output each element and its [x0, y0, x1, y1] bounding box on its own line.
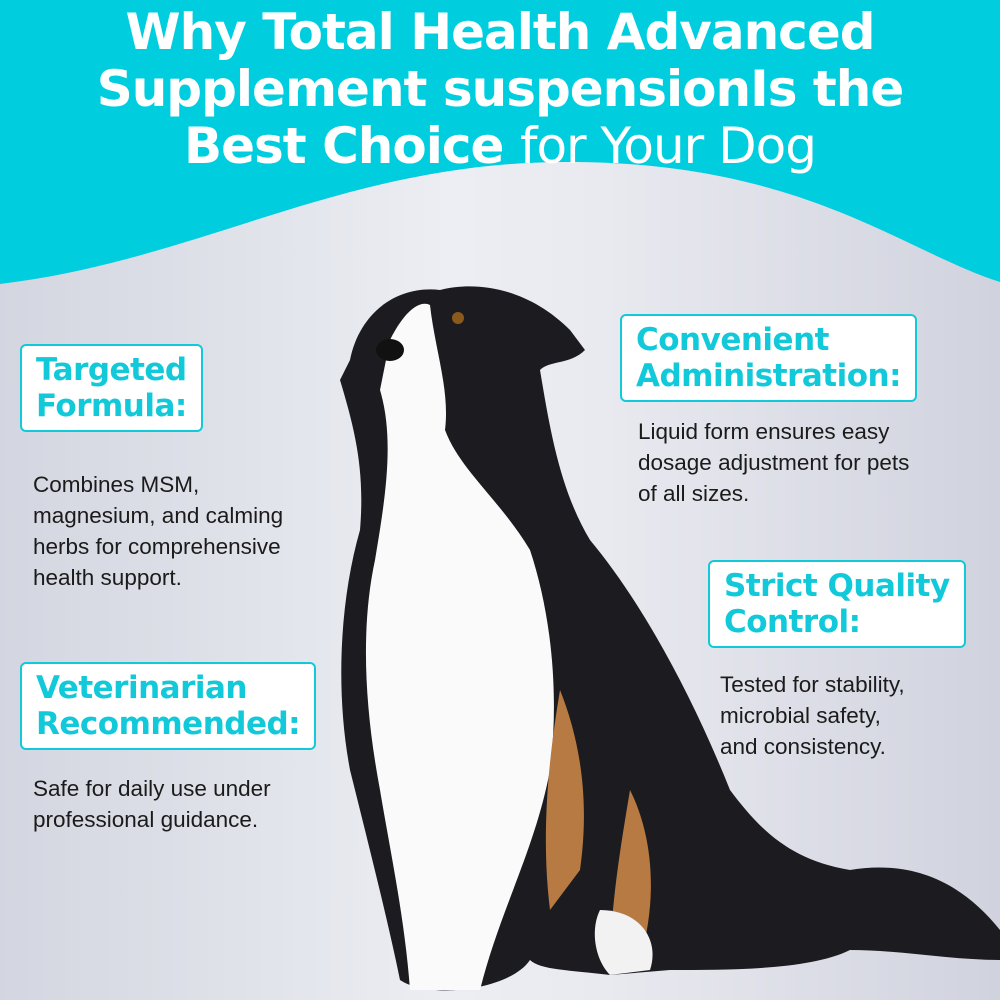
body-line: herbs for comprehensive	[33, 534, 281, 559]
heading-line: Targeted	[36, 352, 187, 388]
feature-heading-targeted-formula: Targeted Formula:	[20, 344, 203, 432]
body-line: magnesium, and calming	[33, 503, 284, 528]
heading-line: Formula:	[36, 388, 187, 424]
body-line: Tested for stability,	[720, 672, 905, 697]
body-line: Combines MSM,	[33, 472, 200, 497]
body-line: Liquid form ensures easy	[638, 419, 890, 444]
feature-body-strict-quality-control: Tested for stability, microbial safety, …	[720, 669, 905, 762]
feature-heading-convenient-administration: Convenient Administration:	[620, 314, 917, 402]
body-line: and consistency.	[720, 734, 886, 759]
body-line: health support.	[33, 565, 182, 590]
dog-image	[340, 286, 1000, 991]
body-line: professional guidance.	[33, 807, 259, 832]
title-line: Supplement suspensionIs the	[96, 60, 905, 118]
heading-line: Strict Quality	[724, 568, 950, 604]
body-line: Safe for daily use under	[33, 776, 271, 801]
feature-heading-strict-quality-control: Strict Quality Control:	[708, 560, 966, 648]
heading-line: Control:	[724, 604, 861, 640]
title-line: Best Choice for Your Dog	[0, 118, 1000, 175]
title-line: Why Total Health Advanced	[125, 3, 875, 61]
feature-heading-veterinarian-recommended: Veterinarian Recommended:	[20, 662, 317, 750]
title-bold: Best Choice	[184, 117, 504, 175]
body-line: microbial safety,	[720, 703, 881, 728]
body-line: of all sizes.	[638, 481, 750, 506]
heading-line: Recommended:	[36, 706, 301, 742]
feature-body-convenient-administration: Liquid form ensures easy dosage adjustme…	[638, 416, 909, 509]
heading-line: Administration:	[636, 358, 902, 394]
feature-body-targeted-formula: Combines MSM, magnesium, and calming her…	[33, 469, 283, 593]
heading-line: Veterinarian	[36, 670, 247, 706]
page-title: Why Total Health Advanced Supplement sus…	[0, 4, 1000, 175]
title-light: for Your Dog	[519, 117, 817, 175]
heading-line: Convenient	[636, 322, 829, 358]
body-line: dosage adjustment for pets	[638, 450, 910, 475]
header-wave	[0, 0, 1000, 284]
feature-body-veterinarian-recommended: Safe for daily use under professional gu…	[33, 773, 271, 835]
